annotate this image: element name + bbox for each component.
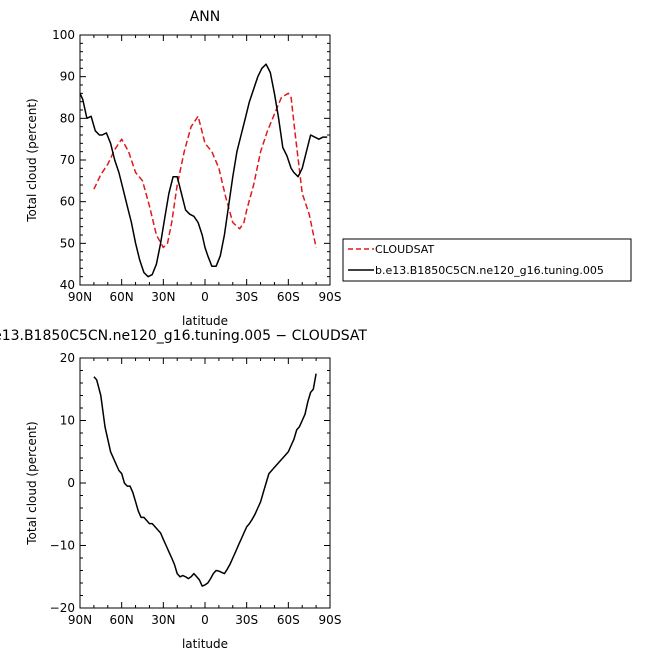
y-tick-label: 70 — [60, 153, 75, 167]
x-tick-label: 30N — [151, 613, 175, 627]
chart-bottom-x-label: latitude — [182, 637, 228, 651]
x-tick-label: 60S — [277, 613, 300, 627]
chart-top-legend: CLOUDSAT b.e13.B1850C5CN.ne120_g16.tunin… — [342, 238, 632, 282]
chart-bottom-x-axis: 90N 60N 30N 0 30S 60S 90S — [68, 358, 342, 627]
x-tick-label: 0 — [201, 290, 209, 304]
chart-top-y-axis: 40 50 60 70 80 90 100 — [52, 28, 330, 292]
series-line-0 — [93, 373, 317, 587]
chart-top-x-label: latitude — [182, 314, 228, 328]
y-tick-label: 80 — [60, 111, 75, 125]
chart-top-series-group — [79, 63, 328, 278]
x-tick-label: 30N — [151, 290, 175, 304]
chart-bottom-title: e13.B1850C5CN.ne120_g16.tuning.005 − CLO… — [0, 328, 367, 344]
y-tick-label: 90 — [60, 70, 75, 84]
y-tick-label: 100 — [52, 28, 75, 42]
chart-top-x-axis: 90N 60N 30N 0 30S 60S 90S — [68, 35, 342, 304]
x-tick-label: 90S — [319, 290, 342, 304]
y-tick-label: 60 — [60, 195, 75, 209]
chart-bottom-plot-frame — [79, 357, 331, 609]
x-tick-label: 90S — [319, 613, 342, 627]
x-tick-label: 60N — [110, 290, 134, 304]
y-tick-label: −10 — [50, 539, 75, 553]
chart-top-y-label: Total cloud (percent) — [25, 98, 39, 222]
x-tick-label: 30S — [235, 290, 258, 304]
x-tick-label: 60N — [110, 613, 134, 627]
y-tick-label: 10 — [60, 414, 75, 428]
y-tick-label: 0 — [67, 476, 75, 490]
x-tick-label: 0 — [201, 613, 209, 627]
chart-top-title: ANN — [190, 9, 221, 25]
legend-label-model: b.e13.B1850C5CN.ne120_g16.tuning.005 — [375, 264, 604, 277]
x-tick-label: 90N — [68, 613, 92, 627]
series-line-1 — [79, 63, 328, 278]
y-tick-label: −20 — [50, 601, 75, 615]
y-tick-label: 50 — [60, 236, 75, 250]
y-tick-label: 20 — [60, 351, 75, 365]
chart-bottom-y-axis: −20 −10 0 10 20 — [50, 351, 330, 615]
x-tick-label: 60S — [277, 290, 300, 304]
series-line-0 — [93, 92, 317, 249]
chart-bottom-y-label: Total cloud (percent) — [25, 421, 39, 545]
legend-label-cloudsat: CLOUDSAT — [375, 243, 434, 256]
x-tick-label: 90N — [68, 290, 92, 304]
y-tick-label: 40 — [60, 278, 75, 292]
chart-bottom-series-group — [93, 373, 317, 587]
x-tick-label: 30S — [235, 613, 258, 627]
chart-bottom: e13.B1850C5CN.ne120_g16.tuning.005 − CLO… — [0, 328, 367, 651]
legend-box — [342, 238, 632, 282]
